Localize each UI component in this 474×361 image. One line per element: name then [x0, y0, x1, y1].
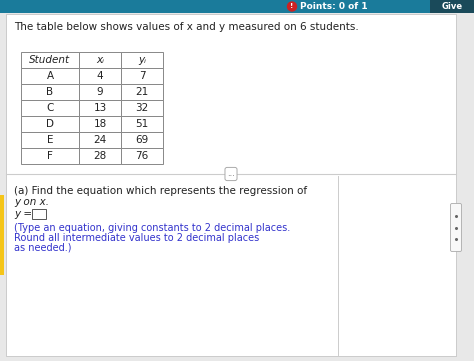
Text: B: B — [46, 87, 54, 97]
Text: Round all intermediate values to 2 decimal places: Round all intermediate values to 2 decim… — [14, 233, 259, 243]
Text: D: D — [46, 119, 54, 129]
Text: E: E — [47, 135, 53, 145]
Bar — [79, 100, 121, 116]
Text: 28: 28 — [93, 151, 107, 161]
Text: 21: 21 — [136, 87, 149, 97]
Text: Points: 0 of 1: Points: 0 of 1 — [300, 2, 368, 11]
Text: !: ! — [291, 4, 293, 9]
Bar — [430, 0, 474, 13]
Bar — [0, 0, 474, 13]
Circle shape — [288, 2, 297, 11]
Bar — [79, 148, 121, 164]
Bar — [121, 148, 163, 164]
Bar — [32, 209, 46, 219]
Bar — [121, 116, 163, 132]
Bar — [79, 116, 121, 132]
Bar — [21, 116, 79, 132]
Bar — [79, 84, 121, 100]
Text: as needed.): as needed.) — [14, 243, 72, 253]
Bar — [21, 148, 79, 164]
Bar — [21, 132, 79, 148]
Bar — [21, 100, 79, 116]
Bar — [21, 68, 79, 84]
Text: 51: 51 — [136, 119, 149, 129]
Text: 24: 24 — [93, 135, 107, 145]
Text: 4: 4 — [97, 71, 103, 81]
Bar — [79, 68, 121, 84]
Bar — [79, 52, 121, 68]
Text: 76: 76 — [136, 151, 149, 161]
Text: Give: Give — [441, 2, 463, 11]
Bar — [121, 84, 163, 100]
Bar — [121, 52, 163, 68]
Bar — [121, 132, 163, 148]
Text: 69: 69 — [136, 135, 149, 145]
Bar — [0, 195, 4, 275]
Bar — [121, 100, 163, 116]
Bar — [121, 68, 163, 84]
Text: C: C — [46, 103, 54, 113]
Text: y =: y = — [14, 209, 32, 219]
Bar — [79, 132, 121, 148]
Text: 18: 18 — [93, 119, 107, 129]
Text: A: A — [46, 71, 54, 81]
Bar — [21, 84, 79, 100]
Text: 32: 32 — [136, 103, 149, 113]
Text: (a) Find the equation which represents the regression of: (a) Find the equation which represents t… — [14, 186, 307, 196]
Text: ...: ... — [227, 170, 235, 178]
Bar — [21, 52, 79, 68]
Text: 13: 13 — [93, 103, 107, 113]
Text: Student: Student — [29, 55, 71, 65]
Text: y on x.: y on x. — [14, 197, 49, 207]
FancyBboxPatch shape — [450, 204, 462, 252]
Text: F: F — [47, 151, 53, 161]
Text: 7: 7 — [139, 71, 146, 81]
Text: The table below shows values of x and y measured on 6 students.: The table below shows values of x and y … — [14, 22, 359, 32]
Text: yᵢ: yᵢ — [138, 55, 146, 65]
Text: (Type an equation, giving constants to 2 decimal places.: (Type an equation, giving constants to 2… — [14, 223, 290, 233]
Text: 9: 9 — [97, 87, 103, 97]
Text: xᵢ: xᵢ — [96, 55, 104, 65]
